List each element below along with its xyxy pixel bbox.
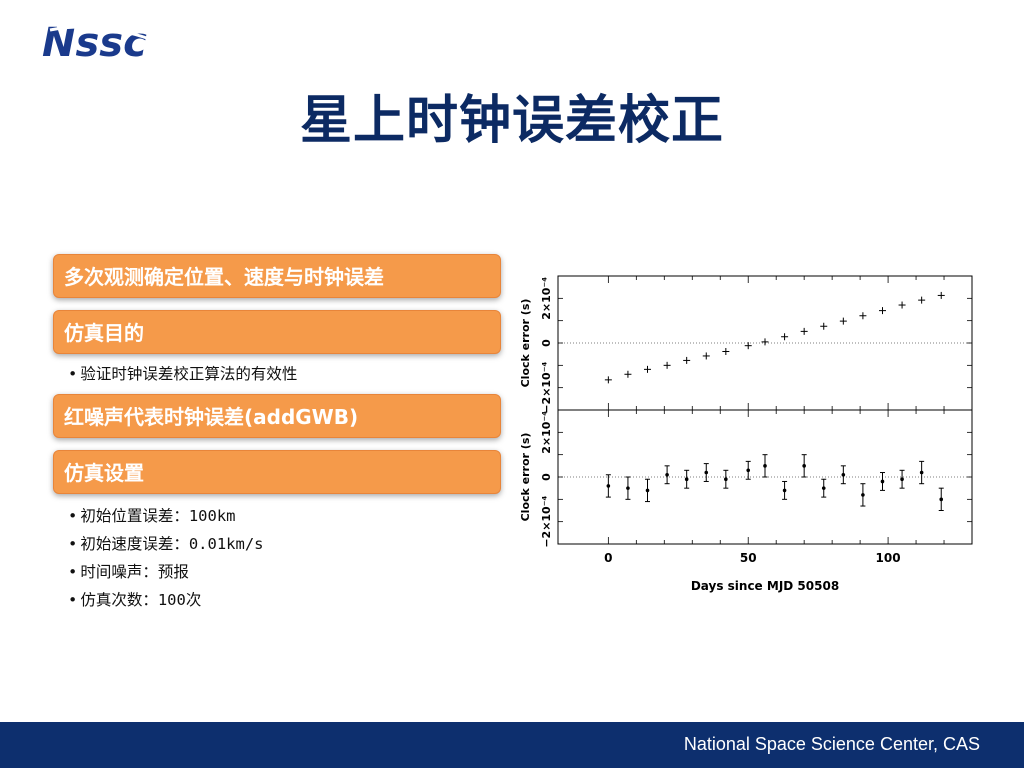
bullet-purpose-1: • 验证时钟误差校正算法的有效性 [68,365,298,383]
x-tick-label: 0 [604,551,612,565]
y-tick-label: 2×10⁻⁴ [540,411,553,454]
y-tick-label: 0 [540,339,553,347]
bullet-text: 时间噪声：预报 [80,563,189,581]
bullet-setting-2: • 初始速度误差：0.01km/s [68,535,264,553]
nssc-logo: Nssc [40,20,170,66]
y-axis-label: Clock error (s) [519,433,532,522]
data-point [684,477,689,482]
data-point [763,464,767,468]
data-point [880,479,885,484]
section-heading-3: 红噪声代表时钟误差(addGWB) [53,394,501,438]
clock-error-plot: −2×10⁻⁴ 0 2×10⁻⁴ Clock error (s) −2×10⁻⁴ 0 2×1… [519,275,973,593]
data-point [861,493,865,497]
bullet-text: 初始位置误差：100km [80,507,236,525]
data-point [841,472,846,477]
y-tick-label: −2×10⁻⁴ [540,361,553,413]
y-axis-label: Clock error (s) [519,299,532,388]
x-tick-label: 100 [876,551,901,565]
page-title: 星上时钟误差校正 [299,91,724,151]
nssc-logo-graphic: Nssc [42,20,159,66]
data-point [939,497,944,502]
bullet-text: 仿真次数：100次 [80,591,202,609]
data-point [665,472,669,477]
y-tick-label: −2×10⁻⁴ [540,495,553,547]
bullet-setting-1: • 初始位置误差：100km [68,507,236,525]
section-heading-4: 仿真设置 [53,450,501,494]
bullet-text: 验证时钟误差校正算法的有效性 [80,365,298,383]
data-point [782,488,787,493]
clock-error-chart: −2×10⁻⁴ 0 2×10⁻⁴ Clock error (s) −2×10⁻⁴ 0 2×1… [515,268,985,598]
x-tick-label: 50 [740,551,757,565]
bullet-setting-4: • 仿真次数：100次 [68,591,202,609]
bullet-setting-3: • 时间噪声：预报 [68,563,189,581]
data-point [900,477,904,482]
data-point [821,486,826,490]
y-tick-label: 2×10⁻⁴ [540,277,553,320]
data-point [746,468,751,473]
data-point [724,477,728,482]
data-point [704,470,709,475]
footer-text: National Space Science Center, CAS [683,734,980,754]
section-heading-1: 多次观测确定位置、速度与时钟误差 [53,254,501,298]
section-heading-2: 仿真目的 [53,310,501,354]
data-point [802,464,806,468]
y-tick-label: 0 [540,473,553,481]
x-axis-label: Days since MJD 50508 [691,579,839,593]
data-point [606,484,611,488]
data-point [645,488,650,493]
data-point [626,486,630,490]
bullet-text: 初始速度误差：0.01km/s [80,535,264,553]
footer-bar: National Space Science Center, CAS [0,722,1024,768]
data-point [919,470,924,475]
